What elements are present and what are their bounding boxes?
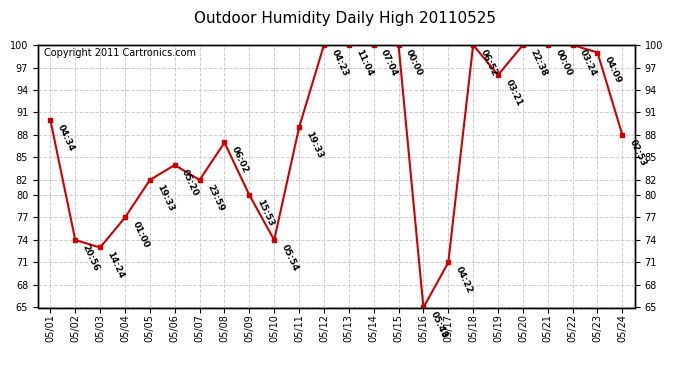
Text: 01:00: 01:00	[130, 220, 150, 250]
Text: 23:59: 23:59	[205, 183, 226, 213]
Point	[518, 42, 529, 48]
Point	[617, 132, 628, 138]
Text: 06:02: 06:02	[230, 145, 250, 175]
Text: 05:48: 05:48	[429, 310, 449, 340]
Text: 04:09: 04:09	[603, 55, 623, 85]
Point	[268, 237, 279, 243]
Text: Copyright 2011 Cartronics.com: Copyright 2011 Cartronics.com	[44, 48, 196, 58]
Text: 00:00: 00:00	[553, 48, 573, 77]
Text: 19:33: 19:33	[304, 130, 325, 160]
Point	[393, 42, 404, 48]
Point	[542, 42, 553, 48]
Point	[144, 177, 155, 183]
Text: 19:33: 19:33	[155, 183, 176, 213]
Text: 14:24: 14:24	[106, 250, 126, 280]
Point	[45, 117, 56, 123]
Text: 20:56: 20:56	[81, 243, 101, 272]
Text: 03:24: 03:24	[578, 48, 598, 78]
Text: 04:23: 04:23	[330, 48, 350, 78]
Text: 07:04: 07:04	[380, 48, 400, 78]
Text: 04:22: 04:22	[454, 265, 474, 295]
Point	[194, 177, 205, 183]
Text: Outdoor Humidity Daily High 20110525: Outdoor Humidity Daily High 20110525	[194, 11, 496, 26]
Point	[567, 42, 578, 48]
Text: 06:52: 06:52	[479, 48, 499, 77]
Text: 15:53: 15:53	[255, 198, 275, 228]
Text: 03:21: 03:21	[504, 78, 524, 107]
Text: 05:54: 05:54	[279, 243, 300, 273]
Point	[468, 42, 479, 48]
Text: 00:00: 00:00	[404, 48, 424, 77]
Point	[418, 304, 429, 310]
Point	[443, 260, 454, 266]
Text: 04:34: 04:34	[56, 123, 77, 153]
Point	[592, 50, 603, 55]
Text: 02:53: 02:53	[628, 138, 648, 167]
Text: 05:20: 05:20	[180, 168, 200, 197]
Point	[70, 237, 81, 243]
Point	[344, 42, 355, 48]
Point	[368, 42, 380, 48]
Point	[169, 162, 180, 168]
Text: 22:38: 22:38	[529, 48, 549, 78]
Point	[244, 192, 255, 198]
Point	[493, 72, 504, 78]
Point	[119, 214, 130, 220]
Text: 11:04: 11:04	[355, 48, 375, 78]
Point	[318, 42, 329, 48]
Point	[219, 140, 230, 146]
Point	[95, 244, 106, 250]
Point	[293, 124, 304, 130]
